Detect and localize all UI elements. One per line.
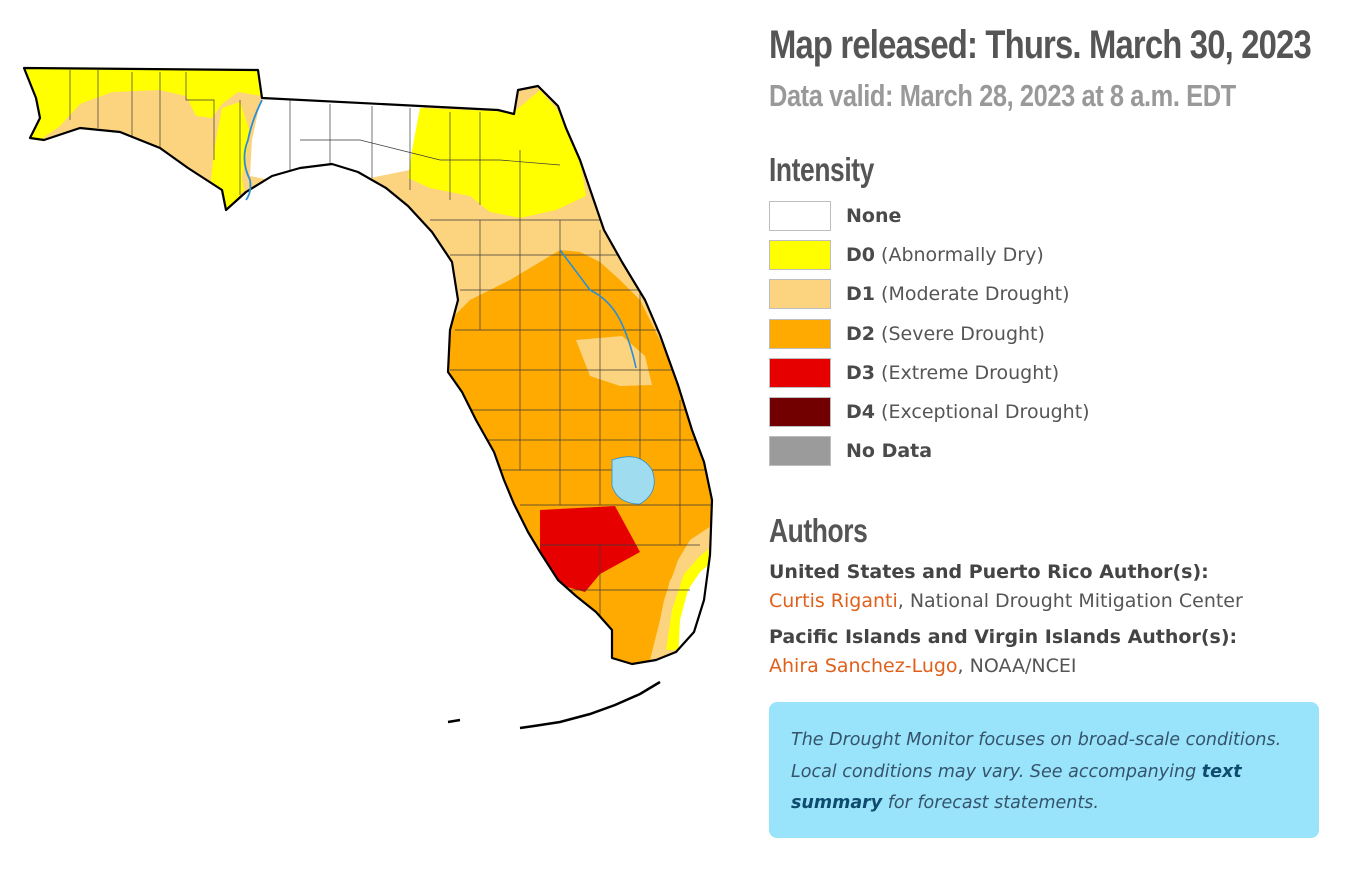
legend-row-none: None bbox=[769, 196, 1329, 235]
legend-row-d1: D1 (Moderate Drought) bbox=[769, 275, 1329, 314]
us-author-link[interactable]: Curtis Riganti bbox=[769, 590, 898, 613]
legend-label: No Data bbox=[846, 440, 933, 463]
drought-map bbox=[22, 66, 714, 730]
florida-map-svg bbox=[22, 66, 714, 730]
pi-authors-label: Pacific Islands and Virgin Islands Autho… bbox=[769, 626, 1238, 649]
us-author-org: , National Drought Mitigation Center bbox=[897, 590, 1243, 613]
pi-author-link[interactable]: Ahira Sanchez-Lugo bbox=[769, 655, 958, 678]
legend-swatch bbox=[769, 200, 831, 231]
legend-label: D4 (Exceptional Drought) bbox=[846, 401, 1090, 424]
apalachicola-river bbox=[243, 99, 263, 201]
state-outline bbox=[22, 66, 714, 666]
pi-author-line: Ahira Sanchez-Lugo, NOAA/NCEI bbox=[769, 655, 1329, 677]
legend-swatch bbox=[769, 357, 831, 388]
legend-row-d0: D0 (Abnormally Dry) bbox=[769, 235, 1329, 274]
lake-okeechobee bbox=[611, 456, 655, 505]
zone-d3-southwest bbox=[540, 506, 640, 592]
authors-heading: Authors bbox=[769, 512, 868, 550]
pi-author-org: , NOAA/NCEI bbox=[957, 655, 1077, 678]
info-panel: Map released: Thurs. March 30, 2023 Data… bbox=[769, 18, 1329, 839]
note-text-1: The Drought Monitor focuses on broad-sca… bbox=[791, 730, 1282, 782]
legend-swatch bbox=[769, 239, 831, 270]
zone-d1-central-pocket bbox=[576, 336, 652, 386]
florida-keys bbox=[447, 680, 661, 730]
intensity-heading: Intensity bbox=[769, 151, 874, 188]
disclaimer-note: The Drought Monitor focuses on broad-sca… bbox=[769, 702, 1319, 839]
legend-label: D0 (Abnormally Dry) bbox=[846, 243, 1044, 266]
us-authors-label: United States and Puerto Rico Author(s): bbox=[769, 561, 1209, 584]
text-summary-link[interactable]: text summary bbox=[791, 761, 1242, 814]
legend-label: D3 (Extreme Drought) bbox=[846, 361, 1060, 384]
legend-swatch bbox=[769, 436, 831, 467]
note-text-2: for forecast statements. bbox=[882, 793, 1099, 814]
map-released-title: Map released: Thurs. March 30, 2023 bbox=[769, 23, 1312, 67]
county-lines bbox=[69, 70, 712, 640]
us-author-line: Curtis Riganti, National Drought Mitigat… bbox=[769, 590, 1329, 612]
zone-d0-northeast bbox=[408, 90, 586, 218]
data-valid-subtitle: Data valid: March 28, 2023 at 8 a.m. EDT bbox=[769, 78, 1236, 113]
legend-row-d2: D2 (Severe Drought) bbox=[769, 314, 1329, 353]
legend-swatch bbox=[769, 318, 831, 349]
legend-label: D1 (Moderate Drought) bbox=[846, 283, 1070, 306]
zone-d0-panhandle bbox=[24, 68, 262, 140]
zone-d2-south bbox=[440, 250, 712, 664]
legend-label: D2 (Severe Drought) bbox=[846, 322, 1045, 345]
legend-row-d3: D3 (Extreme Drought) bbox=[769, 353, 1329, 392]
legend-label: None bbox=[846, 204, 902, 227]
legend-row-d4: D4 (Exceptional Drought) bbox=[769, 392, 1329, 431]
legend-swatch bbox=[769, 279, 831, 310]
legend-swatch bbox=[769, 397, 831, 428]
st-johns-river bbox=[559, 249, 637, 369]
zone-none-big-bend bbox=[250, 98, 440, 180]
legend-row-no-data: No Data bbox=[769, 432, 1329, 471]
intensity-legend: None D0 (Abnormally Dry) D1 (Moderate Dr… bbox=[769, 196, 1329, 471]
